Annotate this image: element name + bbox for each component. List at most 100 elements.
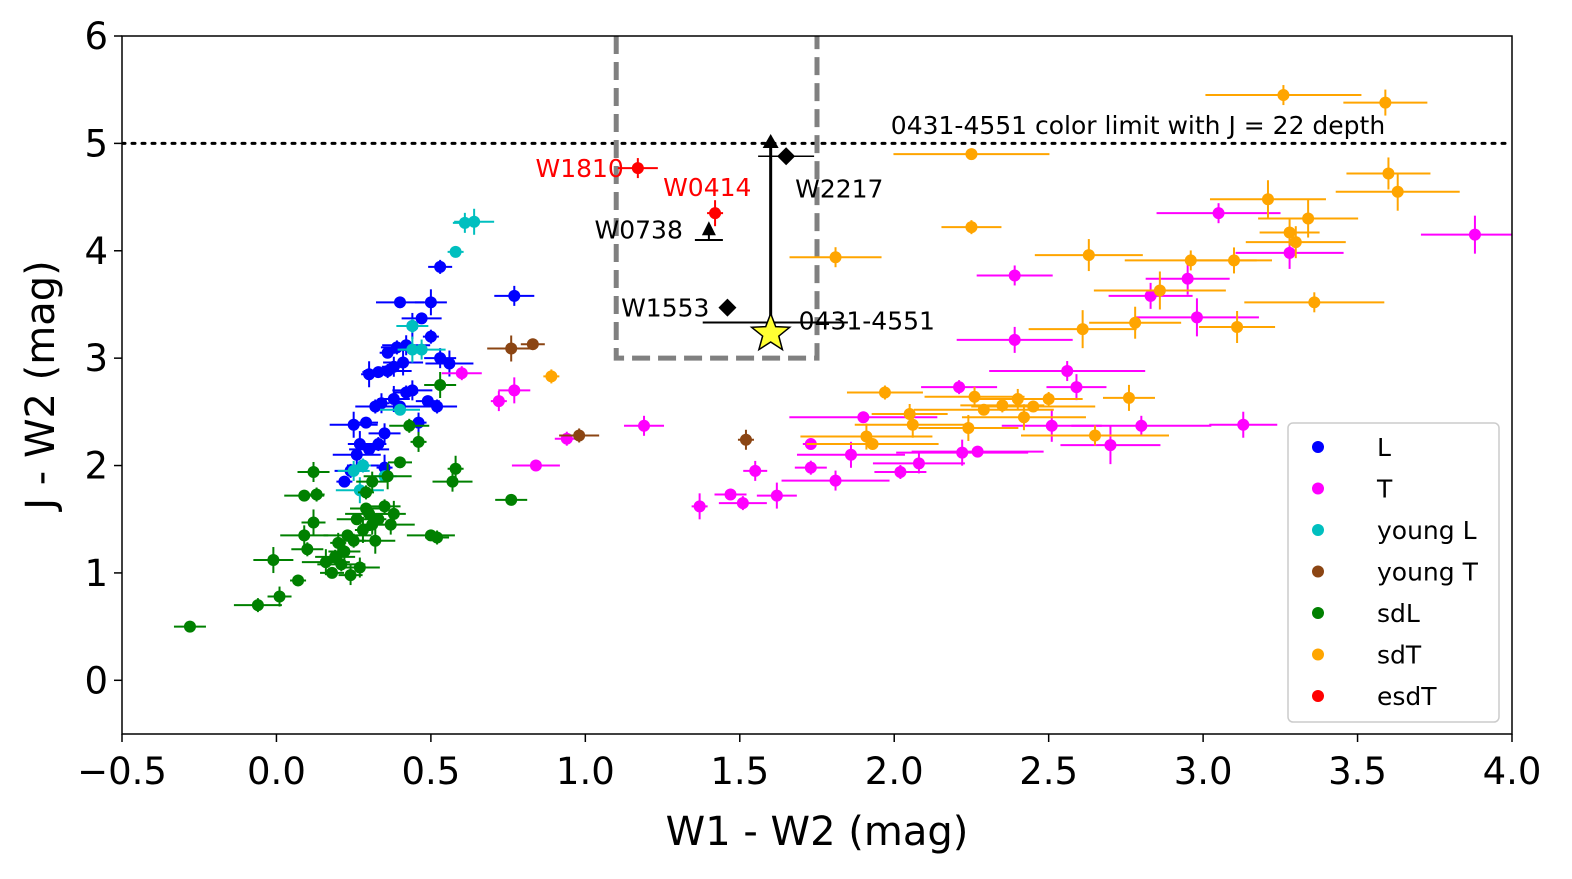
legend-marker [1312,690,1324,702]
y-tick-label: 2 [84,445,108,488]
selection-box [613,36,820,361]
data-point [505,493,518,506]
data-point [366,475,379,488]
data-point [1190,311,1203,324]
data-point [1135,419,1148,432]
data-point [406,384,419,397]
data-point [1104,439,1117,452]
data-point [505,342,518,355]
data-point [468,215,481,228]
legend-label: sdL [1377,599,1420,628]
data-point [434,379,447,391]
data-point [356,459,369,472]
data-point [573,429,586,442]
data-point [1237,418,1250,431]
legend-label: esdT [1377,682,1437,711]
data-point [378,427,391,440]
y-tick-label: 6 [84,15,108,58]
data-point [338,545,351,558]
data-point [431,400,444,413]
data-point [638,419,651,432]
data-point [378,500,391,513]
data-point [372,513,385,526]
data-point [1045,419,1058,432]
data-point [724,488,737,501]
data-point [406,319,419,332]
data-point [381,346,394,359]
data-point [458,216,471,229]
data-point [1302,212,1315,225]
x-tick-label: 1.0 [556,750,615,793]
data-point [1008,333,1021,346]
x-tick-label: 0.0 [247,750,306,793]
data-point [449,462,462,475]
x-tick-label: 4.0 [1483,750,1542,793]
data-point [529,459,542,472]
data-point [1181,272,1194,285]
data-point [431,531,444,544]
data-point [403,419,416,432]
data-point [347,534,360,547]
data-point [1308,296,1321,309]
data-point [183,620,196,633]
x-tick-label: 1.5 [710,750,769,793]
data-point [424,330,437,343]
data-point [446,475,459,488]
data-point [1283,246,1296,259]
y-tick-label: 3 [84,337,108,380]
y-tick-label: 1 [84,552,108,595]
data-point [406,343,419,356]
x-tick-label: 2.5 [1019,750,1078,793]
data-point [492,395,505,408]
data-point [381,470,394,483]
data-point [526,338,539,351]
diamond-marker [718,298,737,317]
data-point [424,296,437,309]
x-tick-label: 0.5 [401,750,460,793]
data-point [298,529,311,542]
y-tick-label: 5 [84,122,108,165]
data-point [326,566,339,579]
legend-marker [1312,524,1324,536]
data-point [736,497,749,510]
data-point [1076,323,1089,336]
data-point [1070,381,1083,394]
arrow-head [701,221,716,236]
data-point [878,386,891,399]
axes: −0.5 0.0 0.5 1.0 1.5 2.0 2.5 3.0 3.5 4.0 0 1 2 3 4 5 6 [77,15,1541,793]
annotation-layer: 0431-4551 color limit with J = 22 depth … [536,111,1386,335]
data-point [912,457,925,470]
data-point [301,543,314,556]
data-point [1027,400,1040,413]
legend-marker [1312,565,1324,578]
object-label: W0738 [595,215,683,244]
data-point [412,435,425,448]
data-point [455,367,468,380]
data-layer [122,36,1512,633]
data-point [965,221,978,234]
data-point [709,207,722,220]
data-point [372,366,385,379]
data-point [394,296,406,309]
data-point [1277,89,1290,102]
data-point [1042,392,1055,405]
data-point [292,574,305,587]
object-label: 0431-4551 [799,306,935,335]
data-point [267,554,280,567]
data-point [749,464,762,477]
legend-marker [1312,648,1324,661]
data-point [344,569,357,582]
data-point [363,443,376,456]
data-point [906,418,919,431]
data-point [307,465,320,478]
x-tick-label: 3.5 [1328,750,1387,793]
x-tick-label: 2.0 [865,750,924,793]
data-point [829,251,842,264]
x-tick-label: 3.0 [1174,750,1233,793]
data-point [347,418,360,431]
data-point [360,416,373,429]
arrow-head [762,134,779,149]
data-point [1184,254,1197,267]
